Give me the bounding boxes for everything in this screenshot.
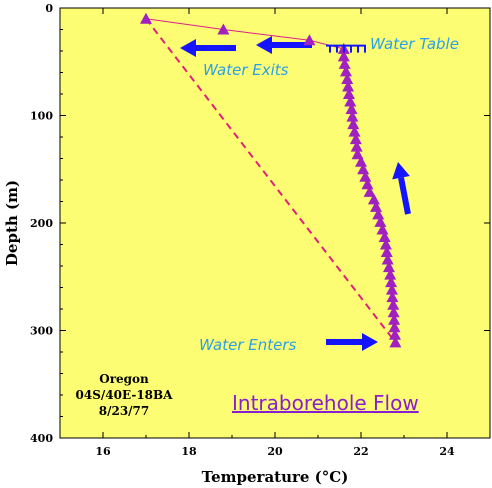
data-point-marker xyxy=(382,261,395,273)
y-tick-label: 200 xyxy=(30,217,53,230)
profile-lines xyxy=(145,18,397,343)
data-point-marker xyxy=(140,12,152,24)
chart-title: Intraborehole Flow xyxy=(232,391,419,415)
x-tick-label: 20 xyxy=(267,445,283,458)
upflow-arrow xyxy=(392,162,411,215)
data-point-marker xyxy=(345,103,358,115)
water-exit-arrow-right-head xyxy=(256,36,272,54)
data-point-marker xyxy=(346,110,359,122)
data-point-marker xyxy=(361,178,374,190)
data-point-marker xyxy=(350,140,363,152)
data-point-marker xyxy=(303,34,316,46)
data-point-marker xyxy=(376,223,389,235)
upflow-arrow-shaft xyxy=(398,177,411,215)
plot-area xyxy=(59,7,491,439)
data-point-marker xyxy=(359,170,372,182)
data-point-marker xyxy=(348,125,361,137)
data-point-marker xyxy=(337,50,350,62)
data-point-marker xyxy=(367,193,380,205)
data-point-marker xyxy=(379,238,392,250)
x-tick-label: 22 xyxy=(353,445,368,458)
water-table-symbol xyxy=(326,44,366,53)
x-axis-title: Temperature (°C) xyxy=(202,468,349,486)
x-tick-label: 24 xyxy=(439,445,455,458)
water-table-label: Water Table xyxy=(370,35,459,53)
y-tick-label: 400 xyxy=(30,432,53,445)
water-exits-label: Water Exits xyxy=(203,61,289,79)
data-point-marker xyxy=(387,298,400,310)
data-point-marker xyxy=(338,57,351,69)
data-point-marker xyxy=(387,306,400,318)
data-point-marker xyxy=(217,23,230,35)
data-point-marker xyxy=(374,215,387,227)
data-point-marker xyxy=(388,313,401,325)
data-point-marker xyxy=(342,88,355,99)
y-axis-title: Depth (m) xyxy=(3,180,21,266)
data-point-marker xyxy=(378,230,391,242)
data-point-marker xyxy=(380,246,393,258)
data-point-marker xyxy=(370,200,383,212)
data-point-marker xyxy=(385,276,398,288)
water-enter-arrow xyxy=(326,333,378,351)
data-point-marker xyxy=(389,336,402,348)
location-line-2: 04S/40E-18BA xyxy=(76,388,174,402)
axis-tick-labels: 16 18 20 22 24 0 100 200 300 400 xyxy=(30,2,455,458)
data-point-marker xyxy=(347,118,360,130)
data-point-marker xyxy=(385,283,398,295)
y-tick-label: 0 xyxy=(45,2,53,15)
water-exit-arrow-left-head xyxy=(180,39,196,57)
y-tick-label: 300 xyxy=(30,325,53,338)
data-markers xyxy=(140,12,402,348)
data-point-marker xyxy=(388,328,401,340)
data-point-marker xyxy=(342,80,355,92)
data-point-marker xyxy=(355,155,367,167)
axis-ticks xyxy=(59,7,491,439)
water-enter-arrow-head xyxy=(362,333,378,351)
data-point-marker xyxy=(381,253,394,265)
data-point-marker xyxy=(351,148,364,160)
x-tick-label: 18 xyxy=(181,445,197,458)
data-point-marker xyxy=(363,185,376,197)
conductive-gradient-dashed-line xyxy=(145,18,397,343)
x-tick-label: 16 xyxy=(95,445,111,458)
data-point-marker xyxy=(372,208,385,220)
data-point-marker xyxy=(388,321,401,333)
data-point-marker xyxy=(344,95,357,107)
data-point-marker xyxy=(384,268,397,280)
location-line-3: 8/23/77 xyxy=(99,404,150,418)
upflow-arrow-head xyxy=(392,162,410,180)
water-enters-label: Water Enters xyxy=(199,336,297,354)
location-line-1: Oregon xyxy=(99,372,149,386)
data-point-marker xyxy=(341,72,354,84)
y-tick-label: 100 xyxy=(30,110,53,123)
data-point-marker xyxy=(357,163,370,175)
data-point-marker xyxy=(339,65,352,77)
upflow-segment-line xyxy=(145,18,344,50)
data-point-marker xyxy=(386,291,399,303)
data-point-marker xyxy=(349,133,362,145)
water-exit-arrow-left xyxy=(180,39,236,57)
